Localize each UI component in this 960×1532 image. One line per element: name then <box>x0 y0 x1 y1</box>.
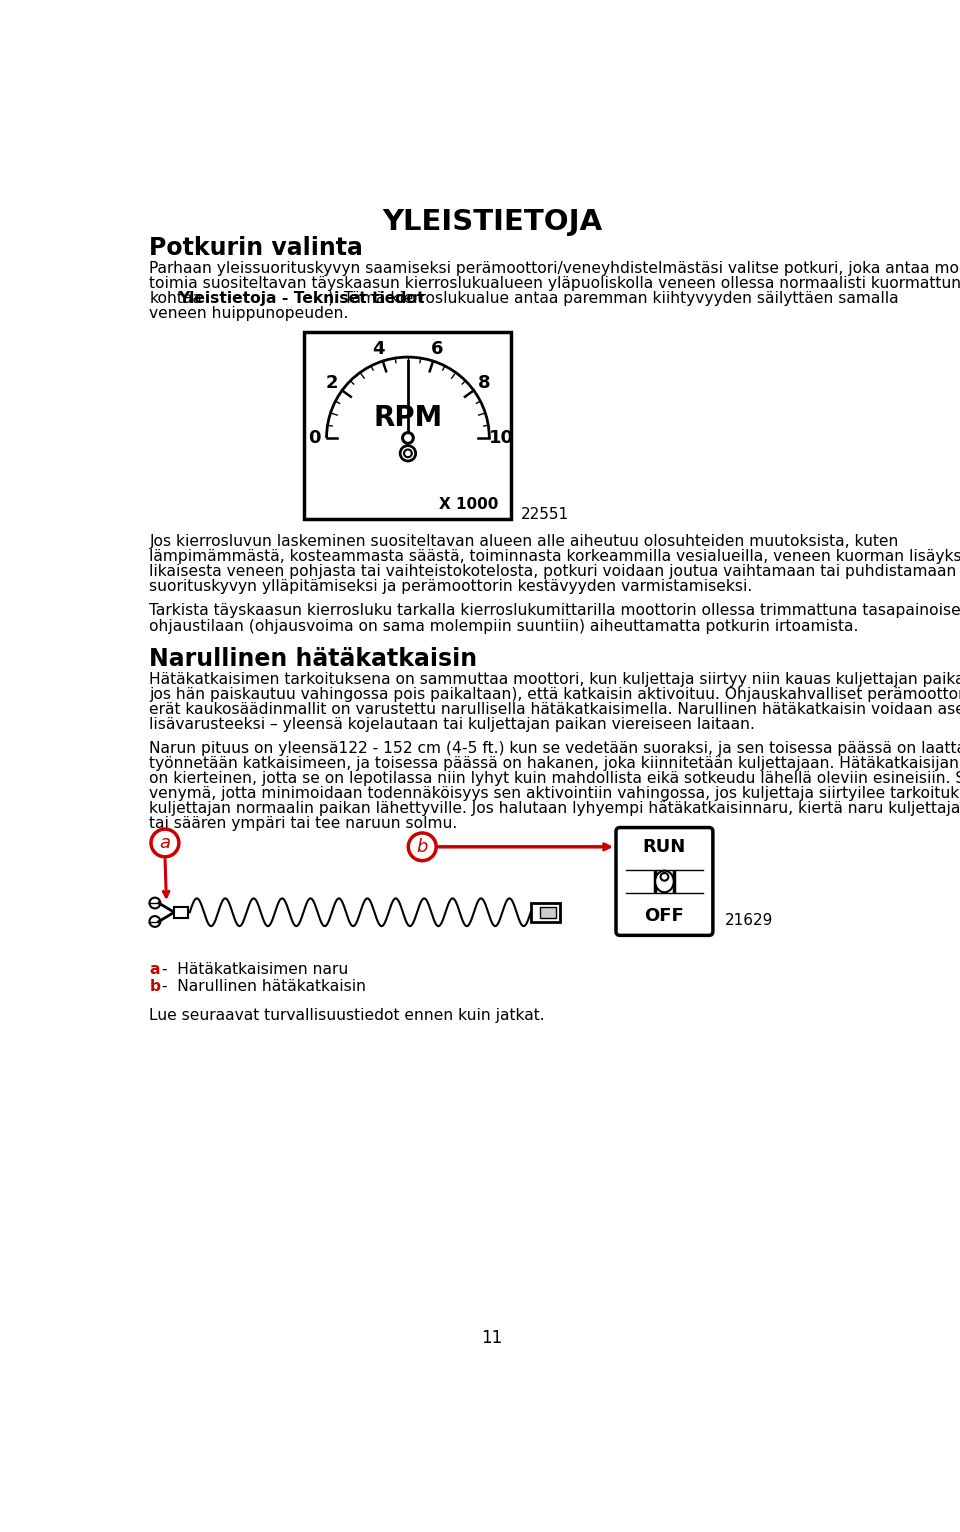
Text: 8: 8 <box>477 374 491 392</box>
Text: erät kaukosäädinmallit on varustettu narullisella hätäkatkaisimella. Narullinen : erät kaukosäädinmallit on varustettu nar… <box>150 702 960 717</box>
Circle shape <box>400 446 416 461</box>
Text: X 1000: X 1000 <box>439 498 498 512</box>
Text: 21629: 21629 <box>725 913 773 928</box>
Text: veneen huippunopeuden.: veneen huippunopeuden. <box>150 306 348 320</box>
Text: Narullinen hätäkatkaisin: Narullinen hätäkatkaisin <box>150 648 477 671</box>
Text: likaisesta veneen pohjasta tai vaihteistokotelosta, potkuri voidaan joutua vaiht: likaisesta veneen pohjasta tai vaihteist… <box>150 564 957 579</box>
Text: Jos kierrosluvun laskeminen suositeltavan alueen alle aiheutuu olosuhteiden muut: Jos kierrosluvun laskeminen suositeltava… <box>150 535 899 548</box>
Bar <box>304 332 512 519</box>
Text: kuljettajan normaalin paikan lähettyville. Jos halutaan lyhyempi hätäkatkaisinna: kuljettajan normaalin paikan lähettyvill… <box>150 801 960 817</box>
Text: Tarkista täyskaasun kierrosluku tarkalla kierroslukumittarilla moottorin ollessa: Tarkista täyskaasun kierrosluku tarkalla… <box>150 604 960 619</box>
Circle shape <box>150 898 160 908</box>
Text: lämpimämmästä, kosteammasta säästä, toiminnasta korkeammilla vesialueilla, venee: lämpimämmästä, kosteammasta säästä, toim… <box>150 548 960 564</box>
Text: lisävarusteeksi – yleensä kojelautaan tai kuljettajan paikan viereiseen laitaan.: lisävarusteeksi – yleensä kojelautaan ta… <box>150 717 756 732</box>
Bar <box>540 907 556 918</box>
Ellipse shape <box>655 870 674 892</box>
Text: ohjaustilaan (ohjausvoima on sama molempiin suuntiin) aiheuttamatta potkurin irt: ohjaustilaan (ohjausvoima on sama molemp… <box>150 619 859 634</box>
Circle shape <box>150 916 160 927</box>
Text: työnnetään katkaisimeen, ja toisessa päässä on hakanen, joka kiinnitetään kuljet: työnnetään katkaisimeen, ja toisessa pää… <box>150 757 960 771</box>
Text: venymä, jotta minimoidaan todennäköisyys sen aktivointiin vahingossa, jos kuljet: venymä, jotta minimoidaan todennäköisyys… <box>150 786 960 801</box>
Text: 6: 6 <box>431 340 444 358</box>
Text: a: a <box>159 833 171 852</box>
Circle shape <box>401 432 414 444</box>
Text: Yleistietoja - Tekniset tiedot: Yleistietoja - Tekniset tiedot <box>178 291 424 306</box>
Circle shape <box>405 435 411 441</box>
Text: tai säären ympäri tai tee naruun solmu.: tai säären ympäri tai tee naruun solmu. <box>150 817 458 832</box>
Circle shape <box>660 873 668 881</box>
Text: jos hän paiskautuu vahingossa pois paikaltaan), että katkaisin aktivoituu. Ohjau: jos hän paiskautuu vahingossa pois paika… <box>150 686 960 702</box>
Text: 4: 4 <box>372 340 385 358</box>
Text: -  Hätäkatkaisimen naru: - Hätäkatkaisimen naru <box>157 962 348 977</box>
Bar <box>175 907 188 918</box>
Circle shape <box>404 449 412 457</box>
Text: toimia suositeltavan täyskaasun kierroslukualueen yläpuoliskolla veneen ollessa : toimia suositeltavan täyskaasun kierrosl… <box>150 276 960 291</box>
Text: b: b <box>417 838 428 856</box>
Circle shape <box>151 829 179 856</box>
Text: 2: 2 <box>325 374 338 392</box>
Text: OFF: OFF <box>644 907 684 925</box>
Text: 10: 10 <box>490 429 515 447</box>
Text: on kierteinen, jotta se on lepotilassa niin lyhyt kuin mahdollista eikä sotkeudu: on kierteinen, jotta se on lepotilassa n… <box>150 771 960 786</box>
Text: 0: 0 <box>308 429 321 447</box>
Text: Parhaan yleissuorituskyvyn saamiseksi perämoottori/veneyhdistelmästäsi valitse p: Parhaan yleissuorituskyvyn saamiseksi pe… <box>150 260 960 276</box>
Text: Potkurin valinta: Potkurin valinta <box>150 236 363 260</box>
Bar <box>531 902 561 922</box>
FancyBboxPatch shape <box>616 827 713 936</box>
Text: Lue seuraavat turvallisuustiedot ennen kuin jatkat.: Lue seuraavat turvallisuustiedot ennen k… <box>150 1008 545 1023</box>
Text: b: b <box>150 979 160 994</box>
Text: -  Narullinen hätäkatkaisin: - Narullinen hätäkatkaisin <box>157 979 366 994</box>
Text: RUN: RUN <box>643 838 686 855</box>
Text: a: a <box>150 962 160 977</box>
Text: Narun pituus on yleensä122 - 152 cm (4-5 ft.) kun se vedetään suoraksi, ja sen t: Narun pituus on yleensä122 - 152 cm (4-5… <box>150 741 960 757</box>
Text: Hätäkatkaisimen tarkoituksena on sammuttaa moottori, kun kuljettaja siirtyy niin: Hätäkatkaisimen tarkoituksena on sammutt… <box>150 673 960 686</box>
Text: kohtaa: kohtaa <box>150 291 203 306</box>
Text: 22551: 22551 <box>520 507 568 522</box>
Text: suorituskyvyn ylläpitämiseksi ja perämoottorin kestävyyden varmistamiseksi.: suorituskyvyn ylläpitämiseksi ja perämoo… <box>150 579 753 594</box>
Text: 11: 11 <box>481 1328 503 1347</box>
Text: RPM: RPM <box>373 404 443 432</box>
Circle shape <box>408 833 436 861</box>
Text: ). Tämä kierroslukualue antaa paremman kiihtyvyyden säilyttäen samalla: ). Tämä kierroslukualue antaa paremman k… <box>328 291 899 306</box>
Text: YLEISTIETOJA: YLEISTIETOJA <box>382 208 602 236</box>
